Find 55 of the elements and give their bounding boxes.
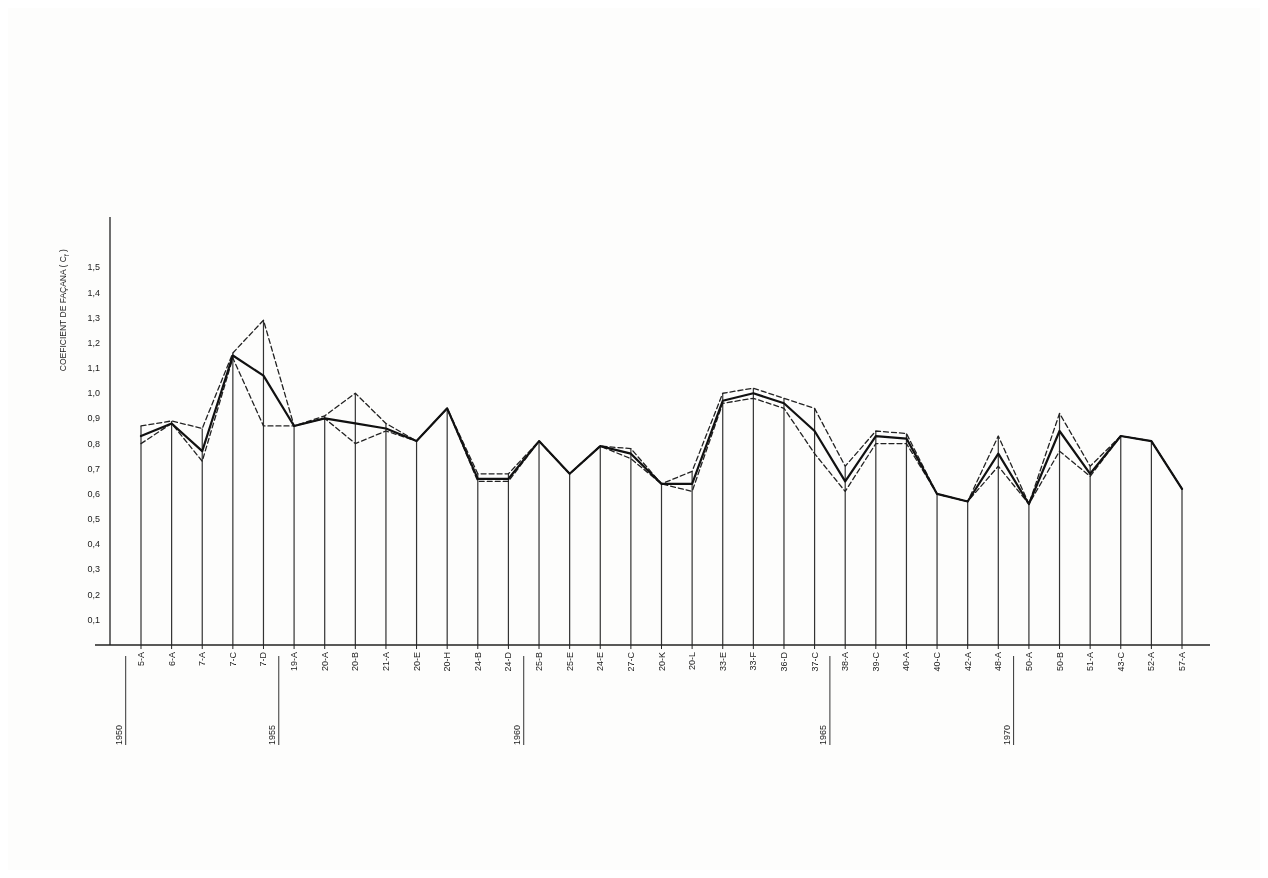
x-tick-label: 50-B (1054, 652, 1065, 672)
text: 1950 (113, 724, 124, 745)
y-tick-label: 0,4 (87, 539, 100, 550)
x-tick-label: 38-A (840, 652, 851, 672)
y-tick-label: 1,0 (87, 388, 100, 399)
x-tick-label: 25-B (534, 652, 545, 672)
y-tick-label: 1,5 (87, 262, 100, 273)
y-tick-label: 0,5 (87, 514, 100, 525)
x-tick-label: 43-C (1115, 651, 1126, 672)
text: 1955 (266, 724, 277, 745)
y-tick-label: 0,8 (87, 438, 100, 449)
x-tick-label: 42-A (962, 652, 973, 672)
x-tick-label: 40-C (932, 651, 943, 672)
x-tick-label: 5-A (136, 652, 146, 667)
x-tick-label: 27-C (625, 651, 636, 672)
x-tick-label: 7-A (197, 652, 208, 667)
y-tick-label: 0,7 (87, 463, 100, 474)
y-tick-label: 0,9 (87, 413, 100, 424)
x-tick-label: 52-A (1146, 652, 1157, 672)
x-tick-label: 33-F (748, 651, 759, 671)
x-tick-label: 20-B (350, 652, 361, 672)
x-tick-label: 7-C (227, 651, 238, 667)
x-tick-label: 39-C (870, 651, 881, 672)
x-tick-label: 33-E (717, 652, 728, 672)
x-tick-label: 20-H (442, 652, 453, 672)
x-tick-label: 21-A (380, 652, 391, 672)
x-tick-label: 6-A (166, 652, 177, 667)
x-tick-label: 57-A (1177, 652, 1187, 672)
x-tick-label: 37-C (809, 651, 820, 672)
x-tick-label: 25-E (564, 652, 575, 672)
x-tick-label: 20-K (656, 652, 667, 672)
x-tick-label: 24-D (503, 651, 514, 672)
y-tick-label: 1,3 (87, 312, 100, 323)
y-tick-label: 0,3 (87, 564, 100, 575)
text: 1965 (817, 724, 828, 745)
text: 1970 (1001, 724, 1012, 745)
x-tick-label: 19-A (289, 652, 300, 672)
x-tick-label: 24-E (595, 652, 606, 672)
y-tick-label: 0,1 (87, 614, 100, 625)
y-tick-label: 1,2 (87, 337, 100, 348)
y-tick-label: 0,6 (87, 488, 100, 499)
y-tick-label: 0,2 (87, 589, 100, 600)
x-tick-label: 20-A (319, 652, 330, 672)
x-tick-label: 20-E (411, 652, 422, 672)
x-tick-label: 20-L (687, 652, 698, 671)
x-tick-label: 7-D (258, 651, 269, 667)
x-tick-label: 24-B (472, 652, 483, 672)
x-tick-label: 50-A (1023, 652, 1034, 672)
x-tick-label: 36-D (778, 651, 789, 672)
text: 1960 (511, 724, 522, 745)
x-tick-label: 40-A (901, 652, 912, 672)
y-tick-label: 1,1 (87, 363, 100, 374)
x-tick-label: 48-A (993, 652, 1004, 672)
y-tick-label: 1,4 (87, 287, 100, 298)
x-tick-label: 51-A (1085, 652, 1096, 672)
